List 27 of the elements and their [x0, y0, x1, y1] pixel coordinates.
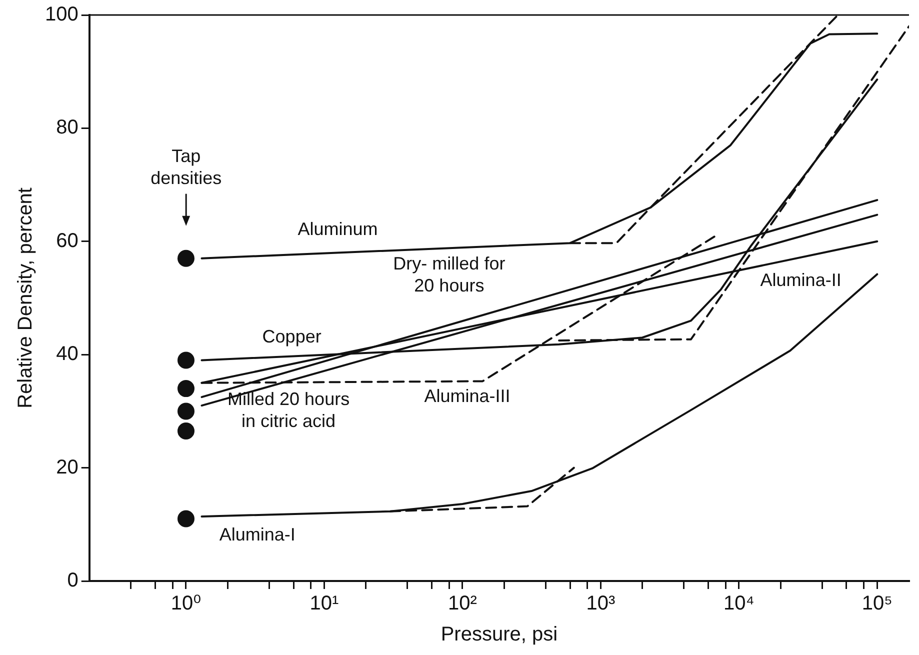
annotation: Alumina-II — [760, 270, 842, 290]
point — [177, 380, 194, 398]
annotation: Dry- milled for 20 hours — [393, 253, 506, 296]
x-tick-label: 10¹ — [310, 592, 340, 615]
annotation: Alumina-I — [219, 524, 296, 545]
point — [177, 250, 194, 267]
x-tick-label: 10⁰ — [170, 592, 202, 615]
y-tick-label: 20 — [56, 456, 78, 478]
x-tick-label: 10⁴ — [723, 592, 754, 615]
point — [177, 510, 194, 528]
x-axis-title: Pressure, psi — [440, 624, 558, 646]
x-tick-label: 10² — [448, 592, 478, 615]
y-tick-label: 40 — [56, 343, 78, 366]
annotation: Aluminum — [298, 219, 378, 240]
annotation: Tap densities — [150, 146, 222, 188]
y-tick-label: 0 — [67, 570, 78, 592]
annotation: Copper — [262, 326, 322, 347]
y-axis-title: Relative Density, percent — [14, 187, 37, 408]
point — [177, 402, 194, 420]
y-tick-label: 80 — [56, 116, 78, 139]
x-tick-label: 10³ — [586, 592, 616, 615]
x-tick-label: 10⁵ — [862, 592, 892, 615]
point — [177, 352, 194, 369]
annotation: Alumina-III — [424, 386, 510, 406]
y-tick-label: 100 — [44, 4, 78, 26]
point — [177, 422, 194, 440]
y-tick-label: 60 — [56, 230, 78, 252]
